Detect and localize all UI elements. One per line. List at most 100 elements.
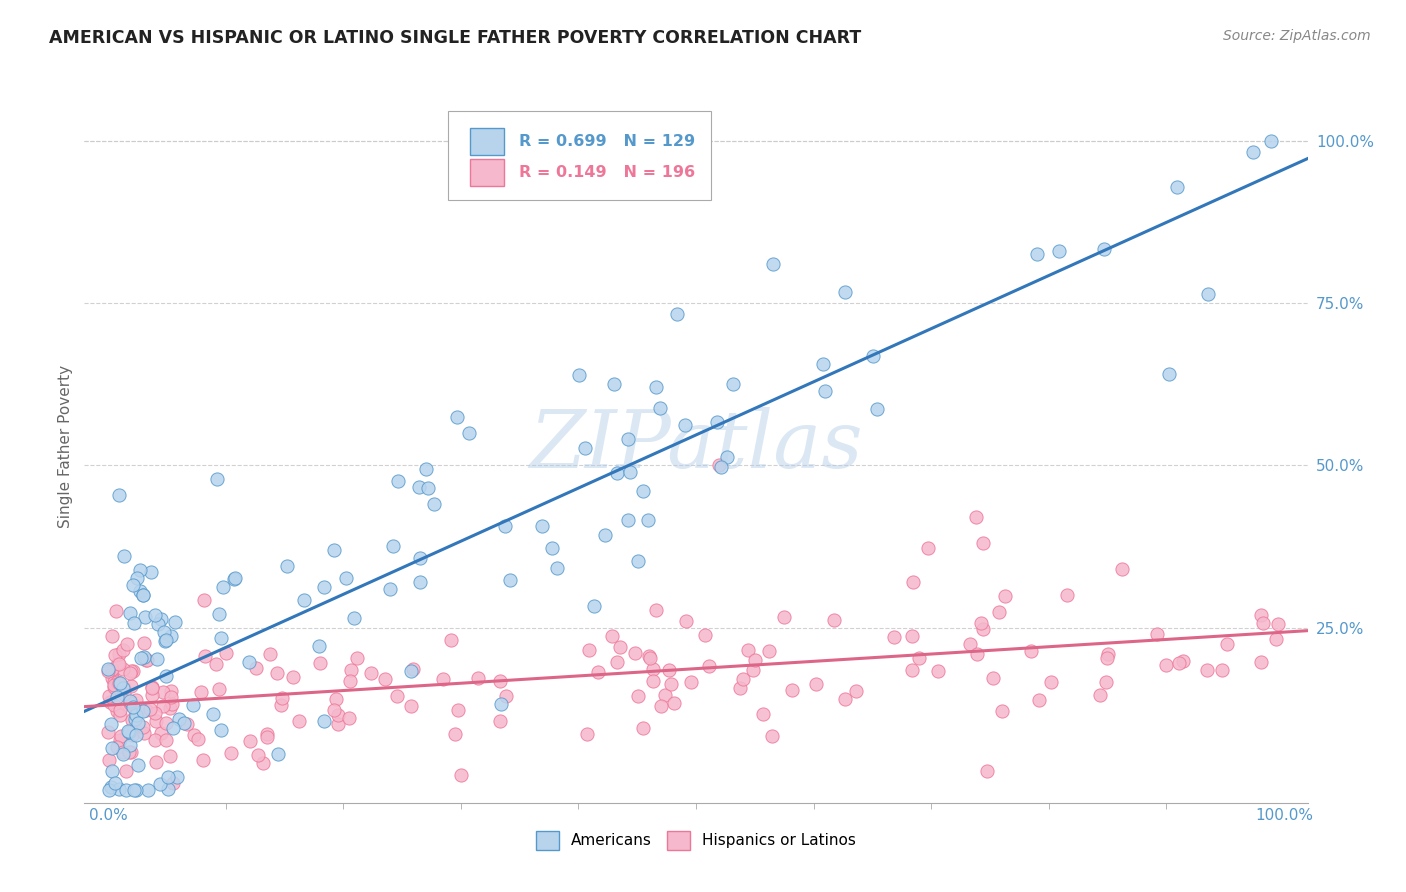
- Point: [155, 715, 177, 730]
- Point: [122, 700, 145, 714]
- Point: [127, 758, 149, 772]
- Point: [641, 662, 664, 676]
- Point: [1028, 693, 1050, 707]
- Point: [101, 662, 124, 676]
- Point: [664, 696, 686, 710]
- Point: [125, 728, 148, 742]
- Point: [312, 580, 335, 594]
- Point: [458, 425, 481, 440]
- Point: [224, 571, 246, 585]
- Point: [811, 357, 834, 371]
- Point: [162, 775, 184, 789]
- Point: [1250, 607, 1272, 622]
- Point: [149, 725, 172, 739]
- Point: [118, 746, 141, 760]
- Point: [633, 721, 655, 735]
- Point: [541, 541, 564, 556]
- Point: [981, 671, 1004, 685]
- Point: [617, 512, 640, 526]
- Point: [447, 702, 470, 716]
- Point: [959, 637, 981, 651]
- Point: [267, 747, 290, 761]
- Point: [246, 747, 269, 762]
- Point: [681, 675, 703, 690]
- Point: [167, 712, 190, 726]
- Point: [141, 688, 163, 702]
- Point: [737, 643, 759, 657]
- Point: [107, 488, 129, 502]
- Point: [602, 629, 624, 643]
- Point: [716, 450, 738, 464]
- Point: [124, 712, 146, 726]
- Point: [638, 648, 661, 663]
- Point: [340, 663, 363, 677]
- Point: [132, 726, 155, 740]
- Point: [1039, 675, 1062, 690]
- Point: [212, 581, 235, 595]
- Point: [100, 764, 122, 778]
- Point: [143, 607, 166, 622]
- Point: [1092, 242, 1115, 256]
- Point: [159, 701, 181, 715]
- Point: [374, 672, 396, 686]
- Point: [772, 610, 794, 624]
- Point: [970, 616, 993, 631]
- Point: [1056, 588, 1078, 602]
- Point: [190, 684, 212, 698]
- Point: [120, 696, 142, 710]
- Point: [100, 717, 122, 731]
- Point: [1264, 632, 1286, 646]
- Point: [238, 733, 260, 747]
- Point: [107, 705, 129, 719]
- Point: [1197, 287, 1219, 301]
- Point: [112, 747, 135, 761]
- Point: [160, 684, 183, 698]
- Point: [326, 708, 349, 723]
- Point: [416, 481, 439, 495]
- Point: [578, 643, 600, 657]
- Point: [173, 715, 195, 730]
- Point: [132, 704, 155, 718]
- Point: [134, 609, 156, 624]
- Point: [446, 410, 468, 425]
- Point: [136, 653, 159, 667]
- Point: [155, 669, 177, 683]
- Point: [110, 729, 132, 743]
- Point: [782, 682, 804, 697]
- Point: [976, 764, 998, 778]
- Point: [98, 782, 121, 797]
- Point: [98, 695, 121, 709]
- Point: [215, 647, 238, 661]
- Point: [121, 727, 143, 741]
- Point: [160, 690, 183, 704]
- Point: [155, 732, 177, 747]
- Point: [731, 672, 754, 686]
- Point: [108, 704, 131, 718]
- Point: [1095, 651, 1118, 665]
- Point: [603, 377, 626, 392]
- Point: [399, 698, 422, 713]
- Point: [121, 713, 143, 727]
- Point: [758, 644, 780, 658]
- Point: [489, 673, 512, 688]
- Point: [489, 697, 512, 711]
- Point: [256, 730, 278, 744]
- Point: [122, 723, 145, 738]
- Point: [124, 707, 146, 722]
- Point: [162, 698, 184, 712]
- Point: [1241, 145, 1264, 159]
- Point: [709, 459, 731, 474]
- Text: AMERICAN VS HISPANIC OR LATINO SINGLE FATHER POVERTY CORRELATION CHART: AMERICAN VS HISPANIC OR LATINO SINGLE FA…: [49, 29, 862, 46]
- Point: [100, 665, 122, 680]
- Point: [650, 401, 672, 415]
- Point: [432, 672, 454, 686]
- Legend: Americans, Hispanics or Latinos: Americans, Hispanics or Latinos: [530, 825, 862, 855]
- Point: [845, 684, 868, 698]
- Point: [139, 702, 162, 716]
- Point: [153, 625, 176, 640]
- Point: [120, 738, 142, 752]
- Point: [605, 466, 627, 480]
- Point: [103, 675, 125, 690]
- Point: [128, 563, 150, 577]
- Point: [120, 697, 142, 711]
